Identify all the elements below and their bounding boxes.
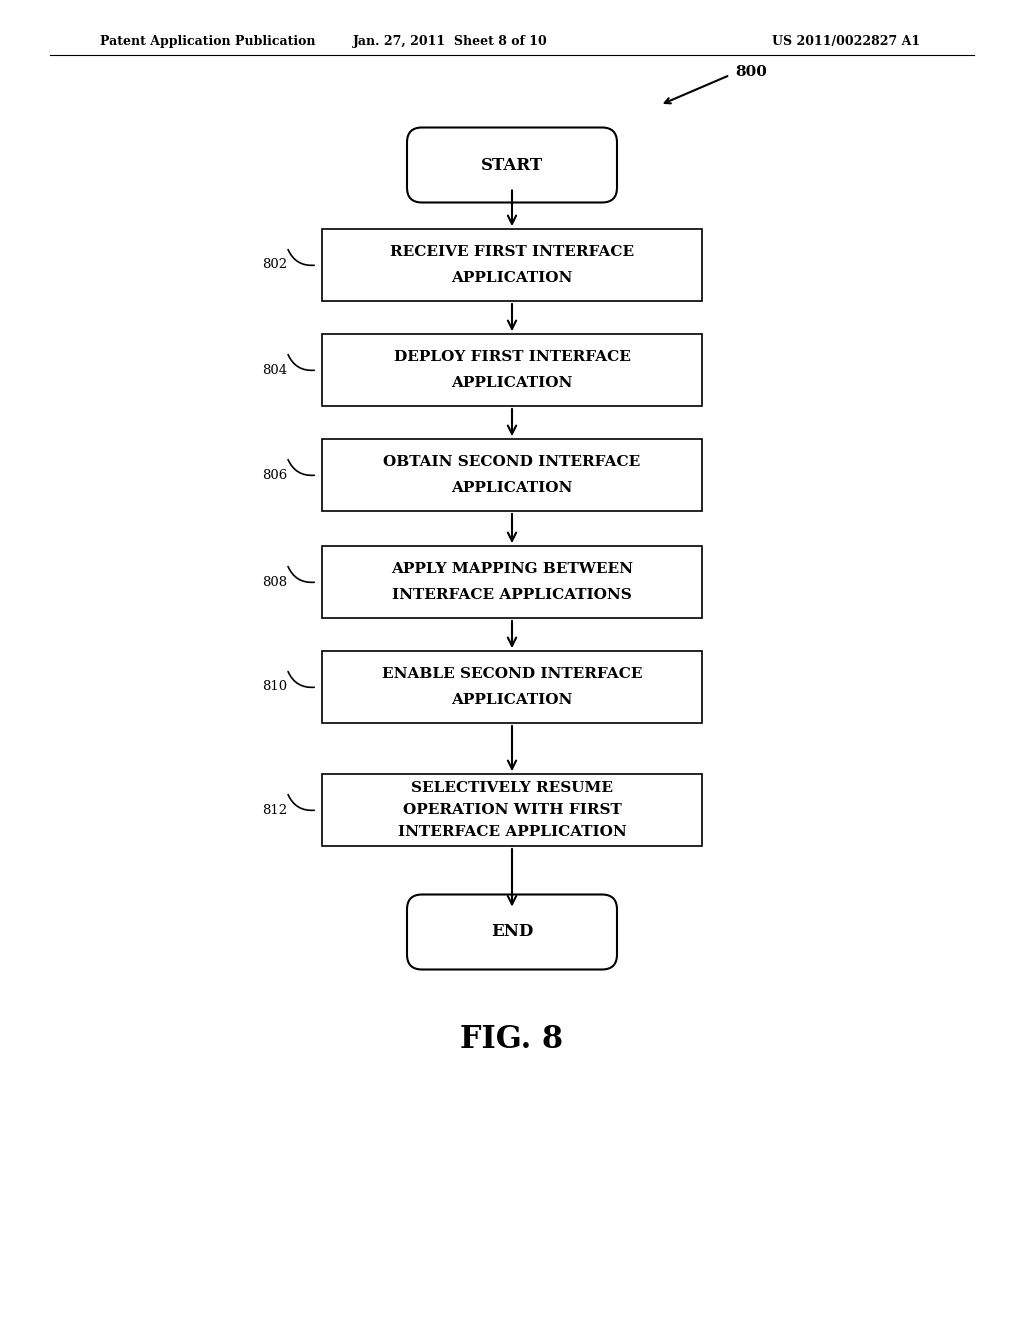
- Text: RECEIVE FIRST INTERFACE: RECEIVE FIRST INTERFACE: [390, 246, 634, 259]
- Text: APPLICATION: APPLICATION: [452, 480, 572, 495]
- Text: INTERFACE APPLICATION: INTERFACE APPLICATION: [397, 825, 627, 840]
- Text: START: START: [481, 157, 543, 173]
- Bar: [322, 440, 702, 511]
- Text: 802: 802: [262, 259, 287, 272]
- FancyBboxPatch shape: [407, 128, 617, 202]
- Text: END: END: [490, 924, 534, 940]
- Bar: [322, 228, 702, 301]
- Text: APPLY MAPPING BETWEEN: APPLY MAPPING BETWEEN: [391, 562, 633, 576]
- Text: APPLICATION: APPLICATION: [452, 271, 572, 285]
- Text: OPERATION WITH FIRST: OPERATION WITH FIRST: [402, 803, 622, 817]
- FancyBboxPatch shape: [407, 895, 617, 969]
- Text: 804: 804: [262, 363, 287, 376]
- Text: Jan. 27, 2011  Sheet 8 of 10: Jan. 27, 2011 Sheet 8 of 10: [352, 36, 548, 48]
- Text: APPLICATION: APPLICATION: [452, 376, 572, 389]
- Bar: [322, 774, 702, 846]
- Text: DEPLOY FIRST INTERFACE: DEPLOY FIRST INTERFACE: [393, 350, 631, 364]
- Text: 800: 800: [735, 65, 767, 79]
- Text: APPLICATION: APPLICATION: [452, 693, 572, 708]
- Text: 812: 812: [262, 804, 287, 817]
- Text: Patent Application Publication: Patent Application Publication: [100, 36, 315, 48]
- Text: INTERFACE APPLICATIONS: INTERFACE APPLICATIONS: [392, 587, 632, 602]
- Text: SELECTIVELY RESUME: SELECTIVELY RESUME: [411, 781, 613, 795]
- Text: FIG. 8: FIG. 8: [461, 1024, 563, 1056]
- Text: 806: 806: [262, 469, 287, 482]
- Text: US 2011/0022827 A1: US 2011/0022827 A1: [772, 36, 920, 48]
- Bar: [322, 334, 702, 407]
- Bar: [322, 651, 702, 723]
- Text: ENABLE SECOND INTERFACE: ENABLE SECOND INTERFACE: [382, 667, 642, 681]
- Text: 808: 808: [262, 576, 287, 589]
- Text: OBTAIN SECOND INTERFACE: OBTAIN SECOND INTERFACE: [383, 455, 641, 469]
- Text: 810: 810: [262, 681, 287, 693]
- Bar: [322, 546, 702, 618]
